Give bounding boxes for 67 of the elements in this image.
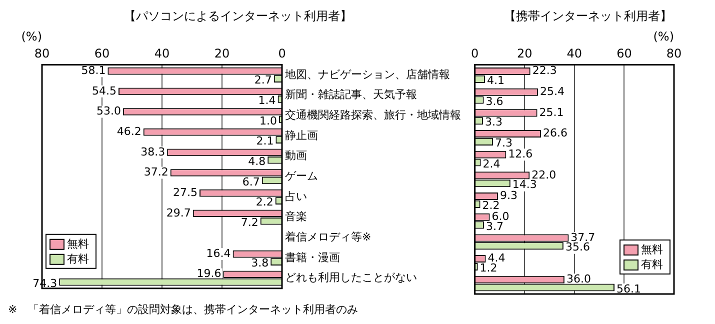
data-label: 2.7	[254, 74, 272, 87]
y-tick-label: 着信メロディ等※	[285, 230, 372, 244]
y-tick-label: 音楽	[285, 210, 307, 224]
data-label: 53.0	[96, 104, 122, 118]
x-tick-label: 20	[214, 46, 230, 61]
x-axis-title: (%)	[21, 29, 42, 44]
data-label: 14.3	[512, 178, 537, 192]
x-tick-label: 40	[566, 46, 582, 61]
data-label: 29.7	[166, 206, 191, 220]
data-label: 2.2	[482, 199, 500, 212]
data-label: 25.4	[540, 84, 565, 98]
data-label: 38.3	[140, 145, 166, 158]
data-label: 1.0	[260, 114, 278, 128]
data-label: 46.2	[116, 124, 142, 138]
data-label: 37.7	[570, 230, 596, 244]
data-label: 54.5	[92, 84, 117, 98]
y-tick-label: 新聞・雑誌記事、天気予報	[285, 88, 417, 102]
data-label: 58.1	[81, 64, 106, 77]
x-tick-label: 20	[516, 46, 532, 61]
data-label: 25.1	[539, 106, 564, 119]
data-label: 35.6	[565, 240, 590, 254]
data-label: 3.8	[251, 256, 269, 270]
y-tick-label: ゲーム	[285, 169, 318, 182]
data-label: 37.2	[144, 166, 168, 179]
data-label: 22.3	[532, 64, 557, 78]
chart-title: 【携帯インターネット利用者】	[503, 8, 673, 25]
x-tick-label: 80	[34, 46, 50, 61]
x-tick-label: 0	[470, 46, 479, 61]
data-label: 6.7	[242, 175, 260, 188]
x-tick-label: 80	[666, 46, 682, 61]
y-tick-label: 動画	[285, 149, 307, 162]
data-label: 9.3	[500, 189, 518, 202]
data-label: 7.2	[240, 216, 258, 229]
data-label: 1.2	[480, 262, 498, 275]
data-label: 3.3	[485, 116, 503, 129]
data-label: 56.1	[616, 282, 641, 296]
data-label: 36.0	[566, 272, 591, 286]
data-label: 4.8	[248, 154, 266, 168]
x-tick-label: 60	[94, 46, 110, 61]
text: ※ 「着信メロディ等」の設問対象は、携帯インターネット利用者のみ	[8, 302, 360, 317]
data-label: 7.3	[494, 136, 512, 150]
y-tick-label: 静止画	[285, 128, 318, 142]
data-label: 2.4	[482, 157, 500, 170]
data-label: 19.6	[196, 267, 222, 280]
data-label: 3.6	[486, 94, 504, 108]
legend-label: 有料	[67, 252, 89, 266]
y-tick-label: 交通機関経路探索、旅行・地域情報	[285, 108, 461, 122]
data-label: 2.1	[256, 134, 274, 148]
data-label: 2.2	[256, 196, 274, 209]
data-label: 16.4	[206, 246, 231, 260]
x-tick-label: 40	[154, 46, 170, 61]
data-label: 26.6	[543, 126, 568, 140]
y-tick-label: どれも利用したことがない	[285, 271, 417, 284]
legend-label: 無料	[67, 237, 89, 250]
x-tick-label: 60	[616, 46, 632, 61]
chart-title: 【パソコンによるインターネット利用者】	[123, 8, 353, 25]
data-label: 4.1	[487, 74, 505, 88]
y-tick-label: 書籍・漫画	[285, 250, 340, 264]
x-axis-title: (%)	[653, 29, 674, 44]
data-label: 1.4	[258, 94, 276, 108]
x-tick-label: 0	[278, 46, 286, 61]
y-tick-label: 地図、ナビゲーション、店舗情報	[284, 68, 450, 81]
data-label: 27.5	[173, 186, 198, 199]
legend-label: 有料	[641, 258, 663, 271]
data-label: 12.6	[508, 147, 533, 160]
y-tick-label: 占い	[285, 190, 307, 203]
legend-label: 無料	[641, 242, 663, 256]
